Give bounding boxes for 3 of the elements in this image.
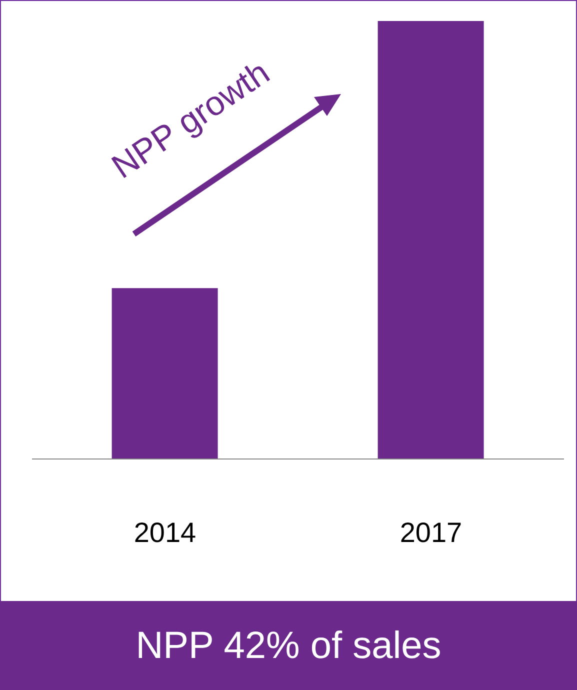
text: NPP 42% of sales (0, 601, 577, 690)
x-tick-label: 2017 (400, 516, 462, 548)
x-tick-label: 2014 (134, 516, 196, 548)
